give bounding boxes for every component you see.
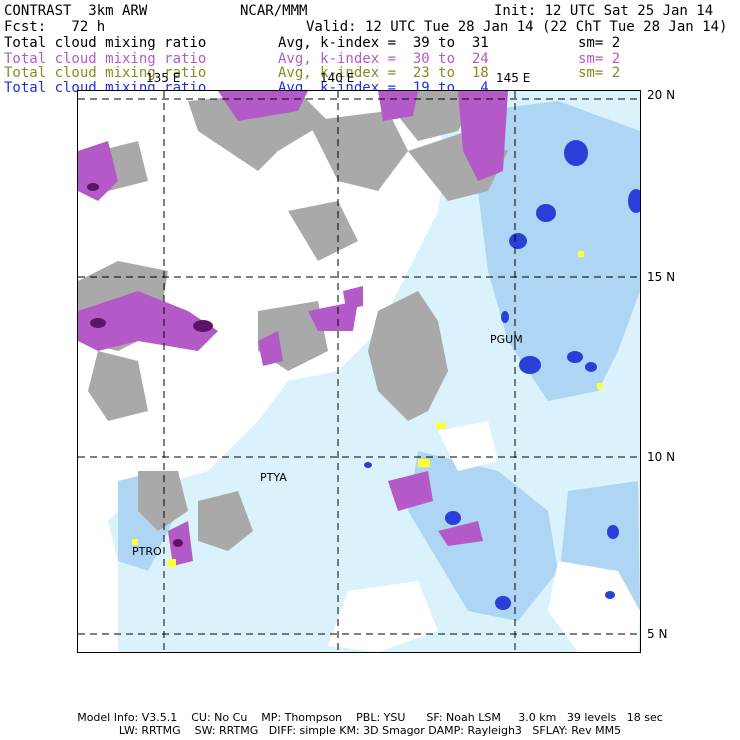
lat-label-15n: 15 N <box>647 270 676 284</box>
legend-range-2: Avg, k-index = 30 to 24 <box>278 51 489 67</box>
model-info-line-1: Model Info: V3.5.1 CU: No Cu MP: Thompso… <box>77 711 663 724</box>
model-info-line-2: LW: RRTMG SW: RRTMG DIFF: simple KM: 3D … <box>118 724 622 737</box>
legend-field-3: Total cloud mixing ratio <box>4 65 207 81</box>
lat-label-20n: 20 N <box>647 88 676 102</box>
legend-range-1: Avg, k-index = 39 to 31 <box>278 35 489 51</box>
lat-label-5n: 5 N <box>647 627 668 641</box>
map-fields <box>78 91 640 652</box>
legend-field-1: Total cloud mixing ratio <box>4 35 207 51</box>
lon-label-145e: 145 E <box>496 71 531 85</box>
center-name: NCAR/MMM <box>240 3 308 19</box>
legend-range-3: Avg, k-index = 23 to 18 <box>278 65 489 81</box>
forecast-hour: Fcst: 72 h <box>4 19 106 35</box>
yellow-cloud-patches <box>132 251 603 567</box>
white-clear-areas <box>328 421 640 652</box>
lon-label-135e: 135 E <box>146 71 181 85</box>
lat-label-10n: 10 N <box>647 450 676 464</box>
station-label-ptro: PTRO <box>132 545 162 558</box>
forecast-map: PGUM PTYA PTRO <box>77 90 641 653</box>
legend-smooth-3: sm= 2 <box>578 65 621 81</box>
init-time: Init: 12 UTC Sat 25 Jan 14 <box>494 3 714 19</box>
station-label-ptya: PTYA <box>260 471 287 484</box>
lon-label-140e: 140 E <box>320 71 355 85</box>
lat-lon-grid <box>78 91 640 652</box>
model-name: CONTRAST 3km ARW <box>4 3 148 19</box>
valid-time: Valid: 12 UTC Tue 28 Jan 14 (22 ChT Tue … <box>306 19 728 35</box>
legend-smooth-1: sm= 2 <box>578 35 621 51</box>
dark-purple-cores <box>87 183 213 547</box>
legend-smooth-2: sm= 2 <box>578 51 621 67</box>
station-label-pgum: PGUM <box>490 333 523 346</box>
deep-blue-cores <box>364 140 640 610</box>
legend-field-2: Total cloud mixing ratio <box>4 51 207 67</box>
